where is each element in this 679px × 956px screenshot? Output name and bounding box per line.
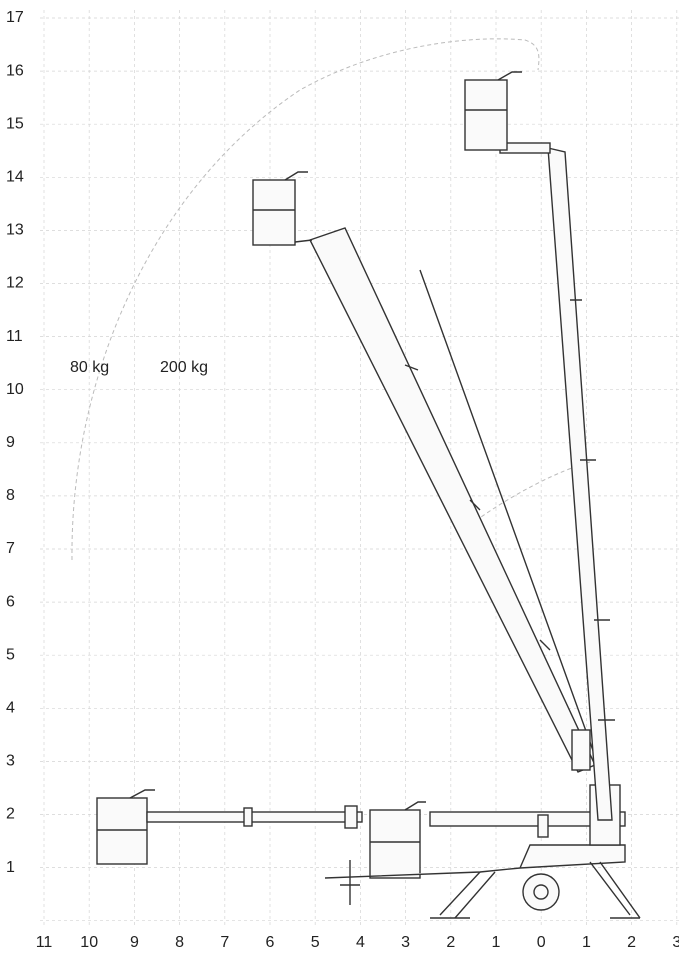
y-axis-label: 11 <box>6 328 23 345</box>
lift-horizontal <box>96 789 626 865</box>
x-axis-label: 11 <box>36 934 53 951</box>
annotation: 80 kg <box>70 359 109 376</box>
x-axis-label: 1 <box>582 934 591 951</box>
x-axis-label: 2 <box>627 934 636 951</box>
y-axis-label: 14 <box>6 169 24 186</box>
y-axis-label: 16 <box>6 62 24 79</box>
y-axis-label: 8 <box>6 487 15 504</box>
boom <box>429 811 626 827</box>
basket-stowed <box>369 801 426 879</box>
x-axis-label: 5 <box>311 934 320 951</box>
x-axis-label: 0 <box>537 934 546 951</box>
y-axis-label: 1 <box>6 859 15 876</box>
y-axis-label: 4 <box>6 700 15 717</box>
x-axis-label: 4 <box>356 934 365 951</box>
x-axis-label: 3 <box>672 934 679 951</box>
lift-vertical <box>464 71 615 821</box>
y-axis-label: 6 <box>6 593 15 610</box>
envelope-200kg <box>469 461 591 526</box>
annotation: 200 kg <box>160 359 208 376</box>
x-axis-label: 2 <box>446 934 455 951</box>
x-axis-label: 7 <box>220 934 229 951</box>
y-axis-label: 2 <box>6 806 15 823</box>
y-axis-label: 15 <box>6 115 24 132</box>
y-axis-label: 7 <box>6 540 15 557</box>
basket <box>96 797 148 865</box>
x-axis-label: 3 <box>401 934 410 951</box>
envelope-80kg <box>71 38 540 561</box>
y-axis-label: 5 <box>6 646 15 663</box>
x-axis-label: 8 <box>175 934 184 951</box>
lift-mid <box>252 171 601 773</box>
x-axis-label: 6 <box>266 934 275 951</box>
x-axis-label: 10 <box>80 934 98 951</box>
y-axis-label: 10 <box>6 381 24 398</box>
y-axis-label: 17 <box>6 9 24 26</box>
y-axis-label: 12 <box>6 275 24 292</box>
boom <box>146 811 363 823</box>
y-axis-label: 13 <box>6 222 24 239</box>
y-axis-label: 9 <box>6 434 15 451</box>
x-axis-label: 1 <box>492 934 501 951</box>
y-axis-label: 3 <box>6 753 15 770</box>
x-axis-label: 9 <box>130 934 139 951</box>
